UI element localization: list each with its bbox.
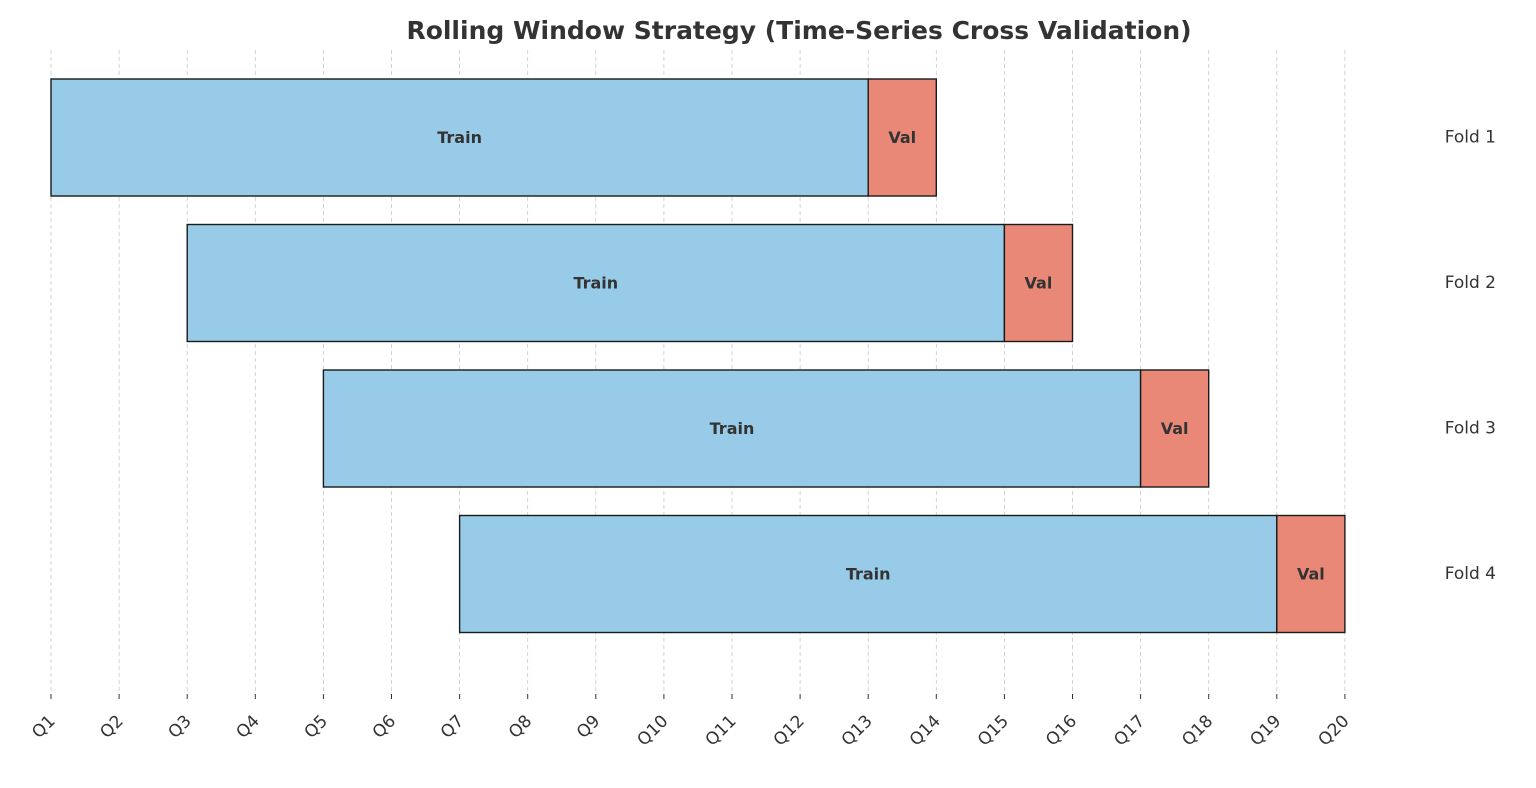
x-tick-label-q15: Q15 [974, 711, 1013, 750]
bars [50, 78, 1346, 634]
val-bar-fold-3 [1139, 369, 1210, 488]
val-label-fold-3: Val [1161, 419, 1189, 438]
val-bar-fold-2 [1003, 223, 1074, 343]
train-label-fold-4: Train [846, 565, 891, 584]
x-tick-label-q12: Q12 [770, 711, 809, 750]
x-tick-label-q6: Q6 [369, 711, 400, 742]
x-tick-label-q17: Q17 [1110, 711, 1149, 750]
x-tick-label-q16: Q16 [1042, 711, 1081, 750]
x-tick-label-q5: Q5 [301, 711, 332, 742]
x-tick-label-q1: Q1 [28, 711, 59, 742]
fold-label-1: Fold 1 [1445, 128, 1496, 148]
bar-labels: Train Val Train Val Train Val Train Val [437, 128, 1325, 584]
x-tick-label-q20: Q20 [1315, 711, 1354, 750]
x-tick-label-q8: Q8 [505, 711, 536, 742]
train-bar-fold-1 [50, 78, 869, 197]
chart-title: Rolling Window Strategy (Time-Series Cro… [406, 16, 1191, 45]
x-tick-label-q3: Q3 [164, 711, 195, 742]
train-bar-fold-2 [186, 223, 1006, 343]
val-label-fold-1: Val [888, 128, 916, 147]
x-axis: Q1 Q2 Q3 Q4 Q5 Q6 Q7 Q8 Q9 Q10 Q11 Q12 Q13 Q14 Q15 Q16 Q… [28, 694, 1353, 750]
fold-label-4: Fold 4 [1445, 564, 1496, 584]
fold-labels: Fold 1 Fold 2 Fold 3 Fold 4 [1445, 128, 1496, 585]
x-tick-label-q19: Q19 [1246, 711, 1285, 750]
x-tick-label-q11: Q11 [702, 711, 741, 750]
x-tick-label-q13: Q13 [838, 711, 877, 750]
fold-label-2: Fold 2 [1445, 273, 1496, 293]
train-label-fold-3: Train [710, 419, 755, 438]
x-tick-label-q10: Q10 [634, 711, 673, 750]
train-label-fold-2: Train [573, 274, 618, 293]
val-label-fold-2: Val [1025, 274, 1053, 293]
x-tick-label-q2: Q2 [96, 711, 127, 742]
train-label-fold-1: Train [437, 128, 482, 147]
x-tick-label-q9: Q9 [573, 711, 604, 742]
train-bar-fold-4 [458, 514, 1278, 634]
x-tick-label-q14: Q14 [906, 711, 945, 750]
x-tick-label-q7: Q7 [437, 711, 468, 742]
val-label-fold-4: Val [1297, 565, 1325, 584]
x-tick-label-q4: Q4 [233, 711, 264, 742]
x-tick-label-q18: Q18 [1178, 711, 1217, 750]
val-bar-fold-4 [1276, 514, 1346, 634]
val-bar-fold-1 [867, 78, 938, 197]
train-bar-fold-3 [322, 369, 1142, 488]
fold-label-3: Fold 3 [1445, 419, 1496, 439]
